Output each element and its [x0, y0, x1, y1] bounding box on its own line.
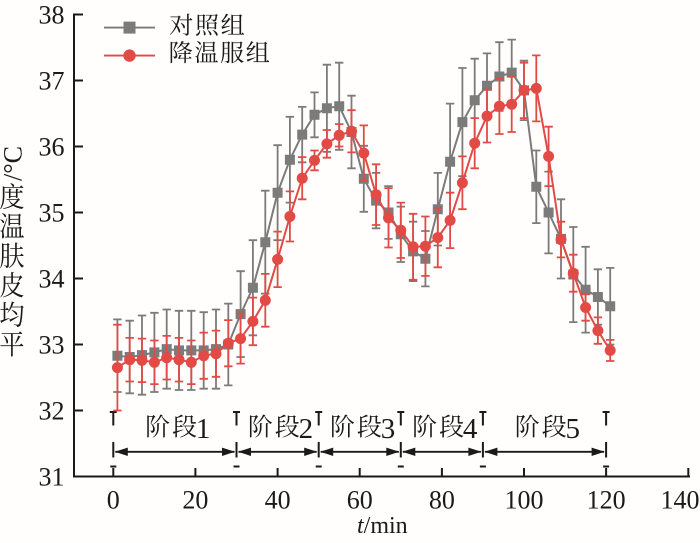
svg-text:37: 37	[39, 67, 65, 96]
svg-text:t/min: t/min	[357, 513, 408, 539]
svg-text:/°C: /°C	[0, 146, 28, 181]
svg-text:140: 140	[661, 486, 700, 515]
svg-text:32: 32	[39, 397, 65, 426]
svg-text:4: 4	[463, 413, 478, 445]
svg-text:33: 33	[39, 331, 65, 360]
svg-text:80: 80	[429, 486, 455, 515]
svg-text:5: 5	[566, 413, 581, 445]
svg-text:38: 38	[39, 1, 65, 30]
svg-text:36: 36	[39, 133, 65, 162]
svg-text:40: 40	[265, 486, 291, 515]
svg-text:20: 20	[182, 486, 208, 515]
svg-text:31: 31	[39, 463, 65, 492]
svg-text:1: 1	[196, 413, 211, 445]
svg-text:35: 35	[39, 199, 65, 228]
svg-text:100: 100	[505, 486, 544, 515]
svg-text:34: 34	[39, 265, 65, 294]
svg-text:3: 3	[381, 413, 396, 445]
svg-text:0: 0	[107, 486, 120, 515]
svg-text:120: 120	[587, 486, 626, 515]
svg-text:60: 60	[347, 486, 373, 515]
svg-text:2: 2	[299, 413, 314, 445]
